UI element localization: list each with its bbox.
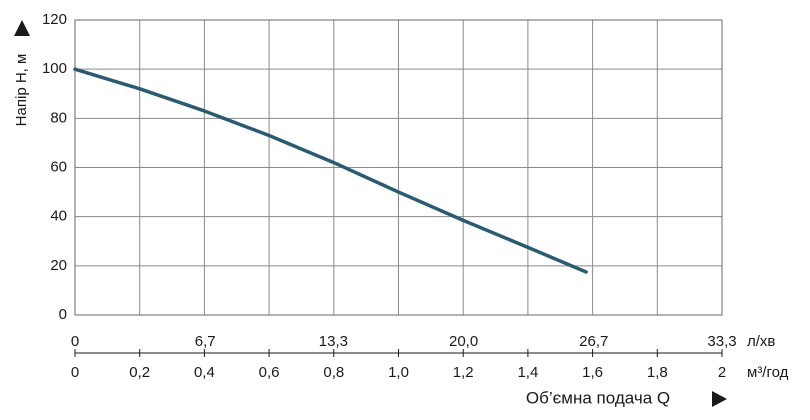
x-tick-label: 0,2: [129, 364, 150, 381]
x-tick-label: 2: [718, 364, 726, 381]
y-tick-label: 120: [42, 11, 67, 28]
x-tick-label: 1,6: [582, 364, 603, 381]
x-axis-label: Об’ємна подача Q: [526, 388, 670, 407]
x2-tick-label: 33,3: [707, 333, 736, 350]
x2-unit: л/хв: [747, 333, 775, 350]
x-tick-label: 1,4: [517, 364, 538, 381]
y-tick-label: 80: [50, 109, 67, 126]
x-tick-label: 0: [71, 364, 79, 381]
y-tick-label: 60: [50, 158, 67, 175]
x2-tick-label: 26,7: [579, 333, 608, 350]
x2-tick-label: 13,3: [319, 333, 348, 350]
x-tick-label: 0,4: [194, 364, 215, 381]
plot-frame: [74, 19, 723, 316]
x2-tick-label: 0: [71, 333, 79, 350]
x-tick-label: 1,8: [647, 364, 668, 381]
x-tick-label: 0,8: [323, 364, 344, 381]
y-tick-label: 40: [50, 208, 67, 225]
y-axis-label: Напір H, м: [13, 54, 30, 127]
x2-tick-label: 20,0: [449, 333, 478, 350]
x-axis-arrow: [712, 391, 727, 407]
curve: [73, 67, 588, 274]
x-unit: м³/год: [747, 364, 789, 381]
x-tick-label: 1,2: [453, 364, 474, 381]
x-tick-label: 0,6: [259, 364, 280, 381]
y-tick-label: 100: [42, 60, 67, 77]
y-tick-label: 0: [59, 306, 67, 323]
x2-tick-label: 6,7: [195, 333, 216, 350]
x-tick-label: 1,0: [388, 364, 409, 381]
y-axis-arrow: [14, 20, 30, 36]
y-tick-label: 20: [50, 257, 67, 274]
